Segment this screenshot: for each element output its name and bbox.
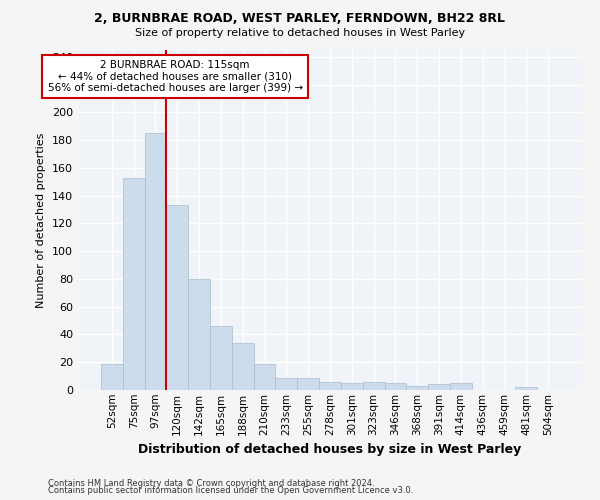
Bar xyxy=(363,382,385,390)
Bar xyxy=(188,279,210,390)
Bar xyxy=(297,378,319,390)
Bar xyxy=(275,378,297,390)
X-axis label: Distribution of detached houses by size in West Parley: Distribution of detached houses by size … xyxy=(139,443,521,456)
Bar xyxy=(166,206,188,390)
Bar xyxy=(254,364,275,390)
Bar xyxy=(385,383,406,390)
Y-axis label: Number of detached properties: Number of detached properties xyxy=(37,132,46,308)
Text: Contains HM Land Registry data © Crown copyright and database right 2024.: Contains HM Land Registry data © Crown c… xyxy=(48,478,374,488)
Bar xyxy=(210,326,232,390)
Text: 2, BURNBRAE ROAD, WEST PARLEY, FERNDOWN, BH22 8RL: 2, BURNBRAE ROAD, WEST PARLEY, FERNDOWN,… xyxy=(95,12,505,26)
Bar xyxy=(101,364,123,390)
Bar xyxy=(319,382,341,390)
Text: 2 BURNBRAE ROAD: 115sqm
← 44% of detached houses are smaller (310)
56% of semi-d: 2 BURNBRAE ROAD: 115sqm ← 44% of detache… xyxy=(47,60,302,93)
Bar xyxy=(145,134,166,390)
Bar xyxy=(341,383,363,390)
Bar xyxy=(406,386,428,390)
Bar xyxy=(123,178,145,390)
Text: Contains public sector information licensed under the Open Government Licence v3: Contains public sector information licen… xyxy=(48,486,413,495)
Bar xyxy=(450,383,472,390)
Text: Size of property relative to detached houses in West Parley: Size of property relative to detached ho… xyxy=(135,28,465,38)
Bar xyxy=(515,387,537,390)
Bar xyxy=(232,343,254,390)
Bar xyxy=(428,384,450,390)
